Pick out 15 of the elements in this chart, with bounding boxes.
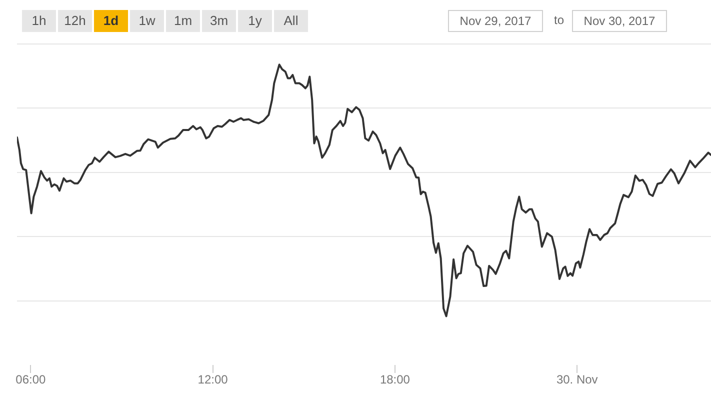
range-button[interactable]: 1h — [22, 10, 56, 32]
range-button[interactable]: 3m — [202, 10, 236, 32]
range-button[interactable]: 12h — [58, 10, 92, 32]
range-button[interactable]: 1w — [130, 10, 164, 32]
x-tick-label: 30. Nov — [556, 372, 598, 387]
date-field[interactable]: Nov 30, 2017 — [572, 10, 667, 32]
text: to — [554, 13, 564, 27]
range-button[interactable]: 1m — [166, 10, 200, 32]
range-button[interactable]: All — [274, 10, 308, 32]
x-tick-label: 12:00 — [198, 372, 228, 387]
range-button[interactable]: 1d — [94, 10, 128, 32]
date-field[interactable]: Nov 29, 2017 — [448, 10, 543, 32]
x-tick-label: 06:00 — [16, 372, 46, 387]
range-button[interactable]: 1y — [238, 10, 272, 32]
x-tick-label: 18:00 — [380, 372, 410, 387]
